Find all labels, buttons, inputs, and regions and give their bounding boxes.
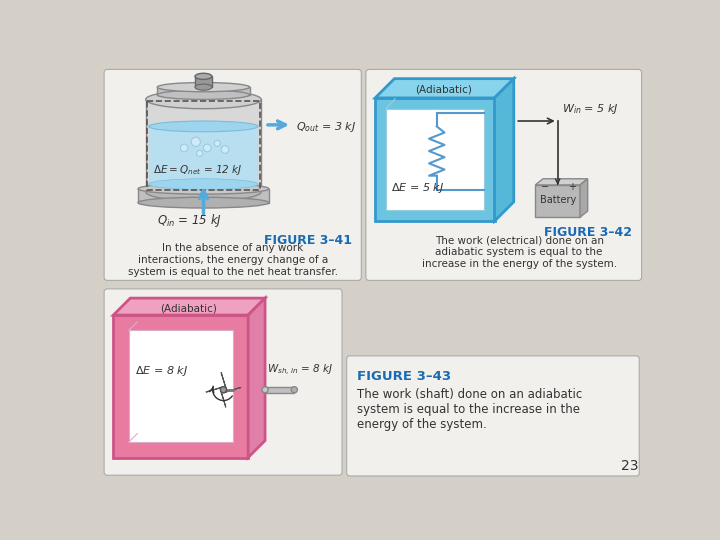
- Ellipse shape: [195, 84, 212, 90]
- Text: +: +: [568, 181, 576, 192]
- Text: $\Delta E$ = 5 kJ: $\Delta E$ = 5 kJ: [390, 181, 444, 195]
- Bar: [386, 109, 484, 210]
- Text: (Adiabatic): (Adiabatic): [415, 84, 472, 94]
- Ellipse shape: [291, 387, 297, 393]
- Bar: [157, 87, 250, 95]
- Bar: [149, 126, 258, 184]
- Ellipse shape: [138, 184, 269, 194]
- Polygon shape: [248, 298, 265, 457]
- Text: $W_{in}$ = 5 kJ: $W_{in}$ = 5 kJ: [562, 102, 618, 116]
- Ellipse shape: [149, 121, 258, 132]
- Bar: [535, 185, 580, 217]
- Bar: [145, 99, 261, 192]
- Circle shape: [215, 140, 220, 146]
- Ellipse shape: [149, 179, 258, 190]
- Polygon shape: [535, 179, 588, 185]
- Polygon shape: [222, 388, 241, 393]
- Text: −: −: [541, 181, 549, 192]
- Ellipse shape: [157, 90, 250, 99]
- Polygon shape: [580, 179, 588, 217]
- Text: The work (electrical) done on an
adiabatic system is equal to the
increase in th: The work (electrical) done on an adiabat…: [422, 236, 617, 269]
- Text: (Adiabatic): (Adiabatic): [161, 303, 217, 313]
- Ellipse shape: [195, 73, 212, 79]
- Bar: [265, 387, 294, 393]
- Polygon shape: [495, 79, 514, 221]
- Polygon shape: [221, 372, 226, 390]
- Bar: [195, 76, 212, 87]
- Bar: [375, 98, 495, 221]
- Text: $Q_{out}$ = 3 kJ: $Q_{out}$ = 3 kJ: [296, 120, 356, 134]
- FancyBboxPatch shape: [366, 70, 642, 280]
- Circle shape: [220, 387, 227, 393]
- Text: Battery: Battery: [539, 194, 576, 205]
- Ellipse shape: [145, 90, 261, 109]
- FancyBboxPatch shape: [104, 70, 361, 280]
- Circle shape: [197, 150, 203, 157]
- FancyBboxPatch shape: [346, 356, 639, 476]
- Text: FIGURE 3–41: FIGURE 3–41: [264, 234, 352, 247]
- Bar: [138, 189, 269, 202]
- Bar: [129, 330, 233, 442]
- Ellipse shape: [157, 83, 250, 92]
- Text: FIGURE 3–42: FIGURE 3–42: [544, 226, 632, 240]
- Text: $\Delta E$ = 8 kJ: $\Delta E$ = 8 kJ: [135, 364, 188, 379]
- Polygon shape: [375, 79, 514, 98]
- Text: $W_{sh,\, in}$ = 8 kJ: $W_{sh,\, in}$ = 8 kJ: [266, 362, 333, 377]
- Circle shape: [191, 137, 200, 146]
- Bar: [113, 315, 248, 457]
- Text: The work (shaft) done on an adiabatic
system is equal to the increase in the
ene: The work (shaft) done on an adiabatic sy…: [357, 388, 582, 431]
- Polygon shape: [206, 387, 225, 392]
- Text: In the absence of any work
interactions, the energy change of a
system is equal : In the absence of any work interactions,…: [127, 244, 338, 276]
- FancyBboxPatch shape: [104, 289, 342, 475]
- Ellipse shape: [138, 197, 269, 208]
- Text: $\Delta E = Q_{net}$ = 12 kJ: $\Delta E = Q_{net}$ = 12 kJ: [153, 163, 243, 177]
- Ellipse shape: [145, 183, 261, 201]
- Text: FIGURE 3–43: FIGURE 3–43: [357, 370, 451, 383]
- Text: 23: 23: [621, 459, 639, 473]
- Text: $Q_{in}$ = 15 kJ: $Q_{in}$ = 15 kJ: [157, 212, 222, 229]
- Polygon shape: [113, 298, 265, 315]
- Ellipse shape: [262, 387, 268, 393]
- Circle shape: [221, 146, 229, 153]
- Circle shape: [180, 144, 188, 152]
- Polygon shape: [220, 389, 225, 407]
- Bar: [148, 101, 260, 190]
- Circle shape: [204, 144, 211, 152]
